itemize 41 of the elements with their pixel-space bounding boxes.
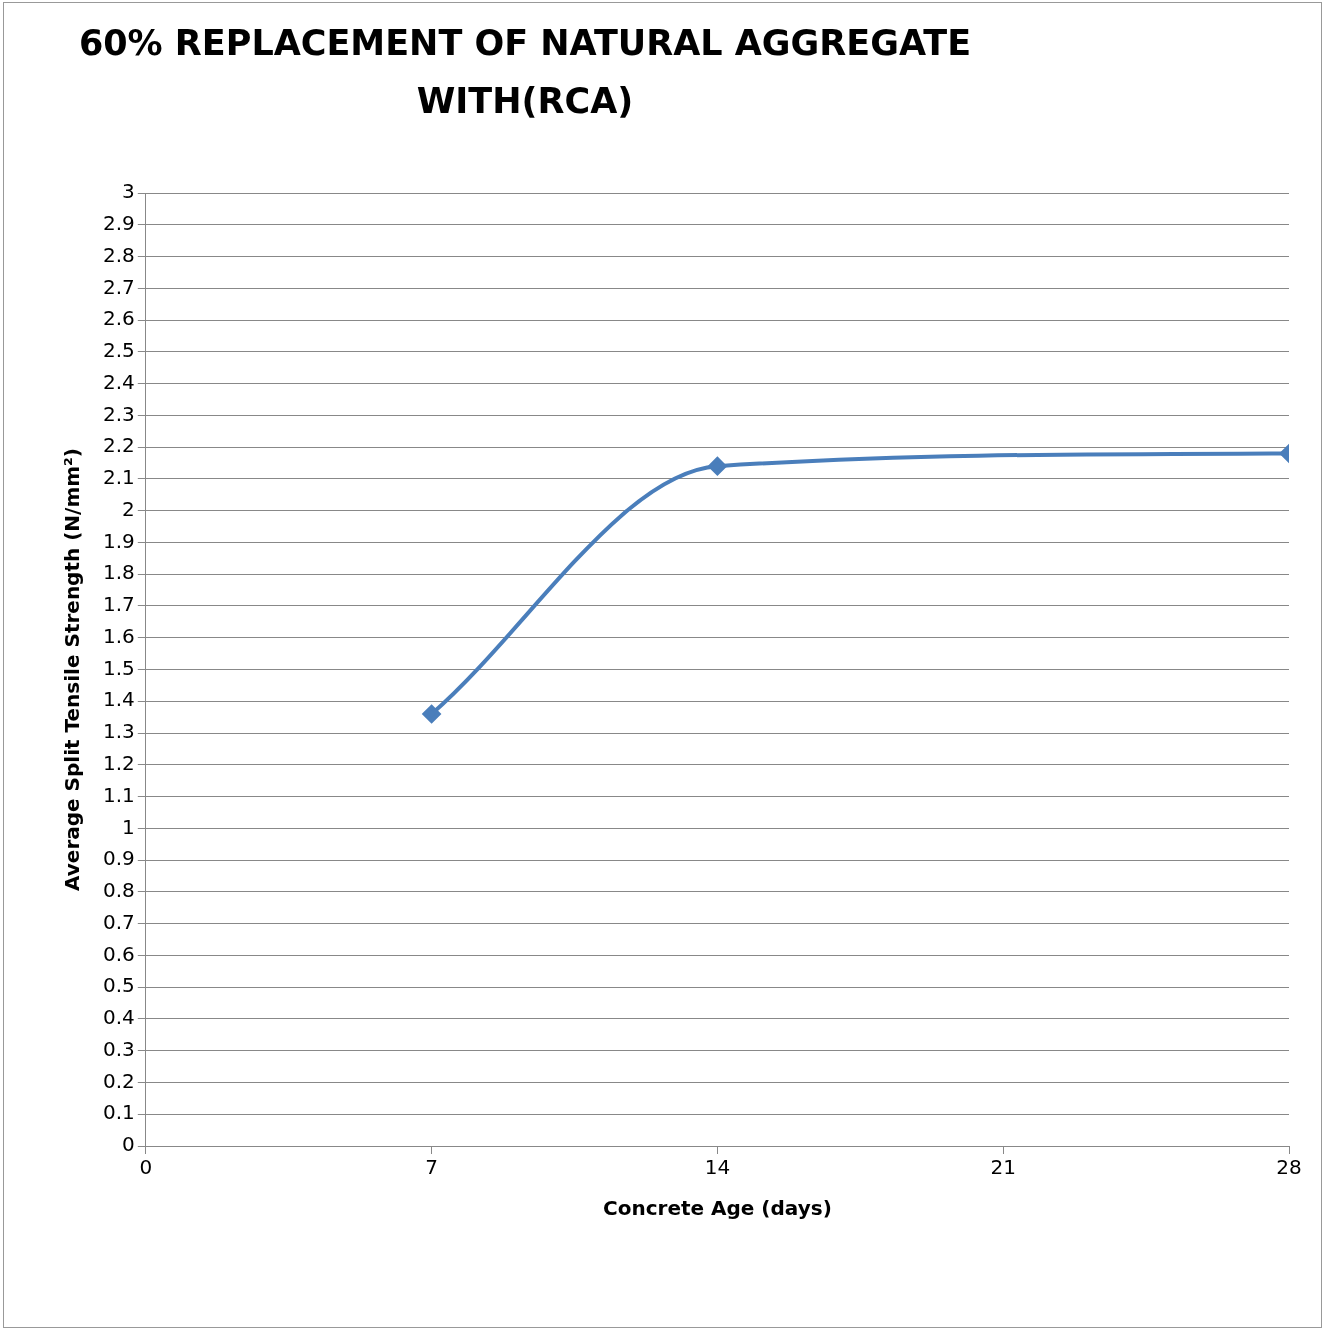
y-tick-label: 0.1	[102, 1100, 135, 1125]
y-axis-title: Average Split Tensile Strength (N/mm²)	[60, 448, 85, 891]
y-tick-label: 3	[122, 179, 135, 204]
chart-title: 60% REPLACEMENT OF NATURAL AGGREGATE WITH(RCA)	[77, 22, 973, 123]
y-tick-label: 1	[122, 814, 135, 839]
x-tick-label: 0	[139, 1155, 153, 1180]
x-tick-label: 7	[425, 1155, 438, 1180]
y-tick-label: 2.5	[102, 338, 135, 363]
y-tick-label: 1.2	[102, 751, 135, 775]
x-axis-title: Concrete Age (days)	[603, 1196, 832, 1221]
y-tick-label: 1.6	[102, 623, 135, 648]
y-tick-label: 0.2	[102, 1068, 135, 1093]
y-tick-label: 0.6	[102, 941, 135, 966]
y-tick-label: 1.7	[102, 592, 135, 617]
y-tick-label: 1.5	[102, 655, 135, 680]
y-tick-label: 2.8	[102, 242, 135, 267]
y-tick-label: 1.3	[102, 719, 135, 744]
y-tick-label: 2.1	[102, 465, 135, 490]
y-tick-label: 2.6	[102, 306, 135, 331]
y-tick-label: 0.9	[102, 846, 135, 871]
point	[708, 457, 727, 476]
y-tick-label: 2.9	[102, 210, 135, 235]
y-tick-label: 2.7	[102, 274, 135, 299]
x-tick-label: 21	[990, 1155, 1016, 1180]
y-tick-label: 0.8	[102, 878, 135, 903]
y-tick-label: 2.4	[102, 369, 135, 394]
y-tick-label: 0.3	[102, 1036, 135, 1061]
y-tick-label: 2	[122, 496, 135, 521]
y-tick-label: 2.2	[102, 433, 135, 458]
point	[422, 704, 441, 723]
x-tick-label: 14	[704, 1155, 731, 1180]
y-tick-label: 1.8	[102, 560, 135, 585]
y-tick-label: 0	[122, 1132, 135, 1157]
y-tick-label: 0.7	[102, 909, 135, 934]
y-tick-label: 0.4	[102, 1005, 135, 1030]
x-tick-label: 28	[1276, 1155, 1302, 1180]
y-tick-label: 1.4	[102, 687, 135, 712]
y-tick-label: 2.3	[102, 401, 135, 426]
y-tick-label: 0.5	[102, 973, 135, 998]
y-tick-label: 1.9	[102, 528, 135, 553]
y-tick-label: 1.1	[102, 782, 135, 807]
